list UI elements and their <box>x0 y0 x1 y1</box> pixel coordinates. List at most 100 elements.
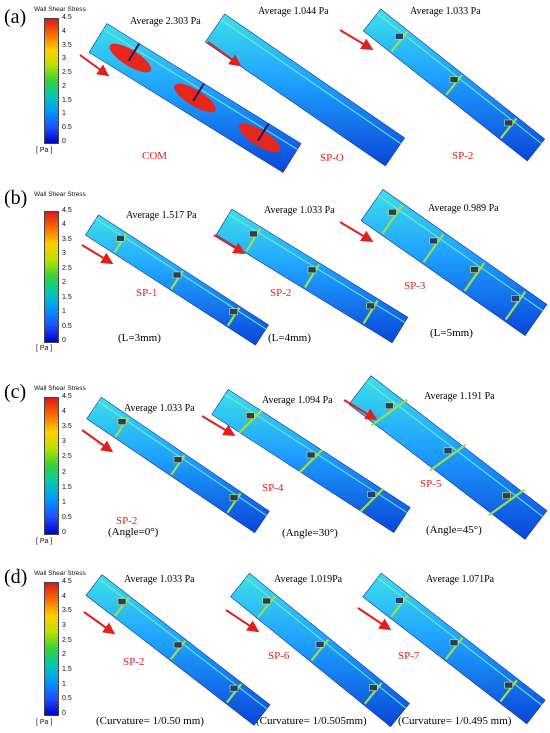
colorbar-tick-label: 2.5 <box>62 264 72 272</box>
panel-label: (a) <box>4 6 27 28</box>
rib-block <box>502 492 511 500</box>
rib-block <box>262 597 271 605</box>
rib-block <box>511 295 520 302</box>
rib <box>381 204 404 235</box>
colorbar-legend: Wall Shear Stress [ Pa ] 4.5 4 3.5 3 2.5 2 1.5… <box>30 570 110 730</box>
rib-block <box>470 266 479 273</box>
colorbar-tick-label: 4 <box>62 221 66 229</box>
rib-block <box>307 266 317 274</box>
rib-block <box>366 302 375 310</box>
colorbar-tick-label: 4 <box>62 27 66 35</box>
rib <box>169 640 187 660</box>
colorbar-tick-label: 2.5 <box>62 636 72 644</box>
colorbar-tick-label: 4 <box>62 408 66 416</box>
parameter-label: (Curvature= 1/0.50 mm) <box>96 715 204 727</box>
parameter-label: (L=4mm) <box>268 332 311 344</box>
colorbar-tick-label: 2 <box>62 651 66 659</box>
legend-unit: [ Pa ] <box>36 719 53 726</box>
colorbar-tick-label: 2 <box>62 468 66 476</box>
model-label: SP-2 <box>452 150 474 162</box>
rib-block <box>249 230 258 238</box>
colorbar-tick-label: 3 <box>62 622 66 629</box>
colorbar-tick-label: 3 <box>62 250 66 258</box>
flow-direction-arrow <box>343 399 378 421</box>
colorbar-tick-label: 3.5 <box>62 607 72 615</box>
colorbar <box>44 582 59 716</box>
rib-block <box>229 494 239 501</box>
baffle <box>192 83 205 102</box>
average-label: Average 1.094 Pa <box>262 395 333 406</box>
panel-label: (b) <box>4 187 28 209</box>
flow-direction-arrow <box>201 415 236 437</box>
panel-b: (b) Wall Shear Stress [ Pa ] 4.5 4 3.5 3 2.5… <box>0 185 550 375</box>
rib-block <box>173 641 183 649</box>
average-label: Average 1.044 Pa <box>258 6 329 17</box>
colorbar-tick-label: 4.5 <box>62 393 72 400</box>
flow-direction-arrow <box>81 429 114 453</box>
rib <box>363 682 383 705</box>
rib-block <box>449 639 459 647</box>
model-label: SP-3 <box>404 280 426 292</box>
colorbar-legend: Wall Shear Stress [ Pa ] 4.5 4 3.5 3 2.5 2 1.5… <box>30 6 110 156</box>
channel-edge-highlight <box>378 195 543 312</box>
rib <box>390 31 409 53</box>
rib-block <box>117 598 127 605</box>
flow-direction-arrow <box>81 244 114 265</box>
panel-d: (d) Wall Shear Stress [ Pa ] 4.5 4 3.5 3 2.5… <box>0 560 550 733</box>
rib <box>488 488 526 517</box>
rib-block <box>246 412 255 419</box>
average-label: Average 1.033 Pa <box>410 6 481 17</box>
average-label: Average 1.033 Pa <box>264 205 335 216</box>
parameter-label: (L=3mm) <box>118 332 161 344</box>
rib-block <box>429 237 438 245</box>
rib-block <box>229 684 239 692</box>
model-label: SP-6 <box>268 650 290 662</box>
colorbar-tick-label: 1.5 <box>62 483 72 491</box>
channel-edge-highlight <box>220 19 402 145</box>
rib <box>499 117 518 139</box>
average-label: Average 1.517 Pa <box>126 210 197 221</box>
colorbar-tick-label: 0.5 <box>62 513 72 521</box>
colorbar-tick-label: 3.5 <box>62 41 72 49</box>
colorbar-legend: Wall Shear Stress [ Pa ] 4.5 4 3.5 3 2.5 2 1.5… <box>30 385 110 550</box>
baffle <box>257 123 270 142</box>
rib-block <box>388 208 397 216</box>
colorbar-tick-label: 0.5 <box>62 322 72 330</box>
rib <box>245 227 262 253</box>
rib <box>463 262 486 292</box>
flow-direction-arrow <box>213 234 246 255</box>
rib-block <box>369 684 378 691</box>
rib-block <box>504 119 513 127</box>
flow-direction-arrow <box>83 611 116 635</box>
model-label: SP-7 <box>398 650 420 662</box>
colorbar-tick-label: 4.5 <box>62 578 72 585</box>
rib <box>114 416 130 438</box>
rib <box>113 596 131 617</box>
rib <box>390 594 409 618</box>
colorbar-tick-label: 1.5 <box>62 96 72 104</box>
parameter-label: (Angle=45°) <box>426 524 482 536</box>
model-label: SP-4 <box>262 482 284 494</box>
legend-title: Wall Shear Stress <box>34 570 86 577</box>
rib-block <box>443 447 453 455</box>
channel-edge-highlight <box>366 380 543 517</box>
colorbar-tick-label: 4.5 <box>62 207 72 214</box>
average-label: Average 0.989 Pa <box>428 203 499 214</box>
average-label: Average 1.033 Pa <box>124 574 195 585</box>
channel-edge-highlight <box>224 393 408 513</box>
model-label: SP-2 <box>270 287 292 299</box>
flow-direction-arrow <box>225 609 260 633</box>
colorbar-tick-label: 3 <box>62 438 66 446</box>
model-label: SP-2 <box>116 515 138 527</box>
rib-block <box>229 308 238 315</box>
colorbar-tick-label: 1 <box>62 498 66 506</box>
legend-unit: [ Pa ] <box>36 147 53 154</box>
panel-a: (a) Wall Shear Stress [ Pa ] 4.5 4 3.5 3 2.5… <box>0 0 550 185</box>
rib <box>429 443 467 472</box>
rib <box>445 74 463 96</box>
baffle <box>127 43 141 62</box>
model-label: SP-1 <box>136 287 158 299</box>
rib <box>170 454 186 476</box>
rib <box>257 595 277 618</box>
